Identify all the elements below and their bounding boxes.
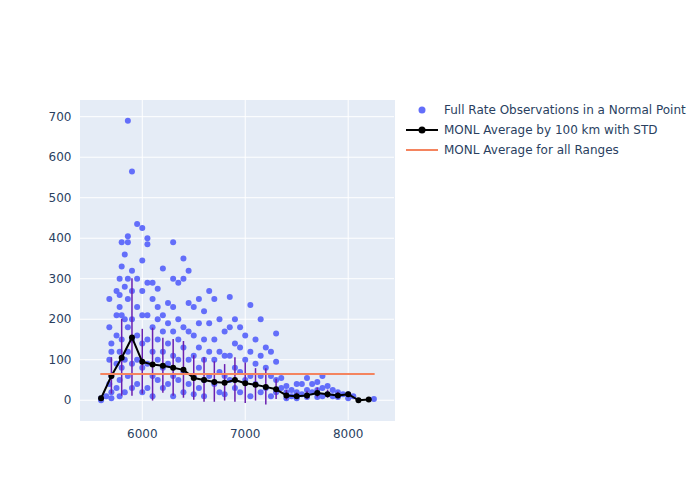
svg-text:0: 0 [64,393,72,407]
html-text:MONL Average by 100 km with ST: MONL Average by 100 km with STD [444,123,658,137]
svg-text:700: 700 [49,110,72,124]
svg-text:600: 600 [49,150,72,164]
svg-text:200: 200 [49,312,72,326]
svg-text:7000: 7000 [230,427,261,441]
svg-text:300: 300 [49,272,72,286]
svg-text:8000: 8000 [333,427,364,441]
svg-text:500: 500 [49,191,72,205]
html-text:MONL Average for all Ranges: MONL Average for all Ranges [444,143,619,157]
svg-text:6000: 6000 [127,427,158,441]
svg-text:400: 400 [49,231,72,245]
html-text:Full Rate Observations in a No: Full Rate Observations in a Normal Point [444,103,686,117]
svg-text:100: 100 [49,353,72,367]
